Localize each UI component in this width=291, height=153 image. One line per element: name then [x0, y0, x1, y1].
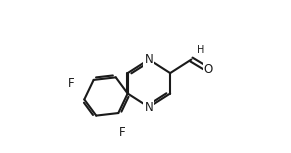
Text: F: F	[118, 126, 125, 139]
Text: F: F	[68, 77, 75, 90]
Text: N: N	[145, 53, 153, 66]
Text: O: O	[204, 63, 213, 76]
Text: N: N	[145, 101, 153, 114]
Text: H: H	[197, 45, 205, 55]
